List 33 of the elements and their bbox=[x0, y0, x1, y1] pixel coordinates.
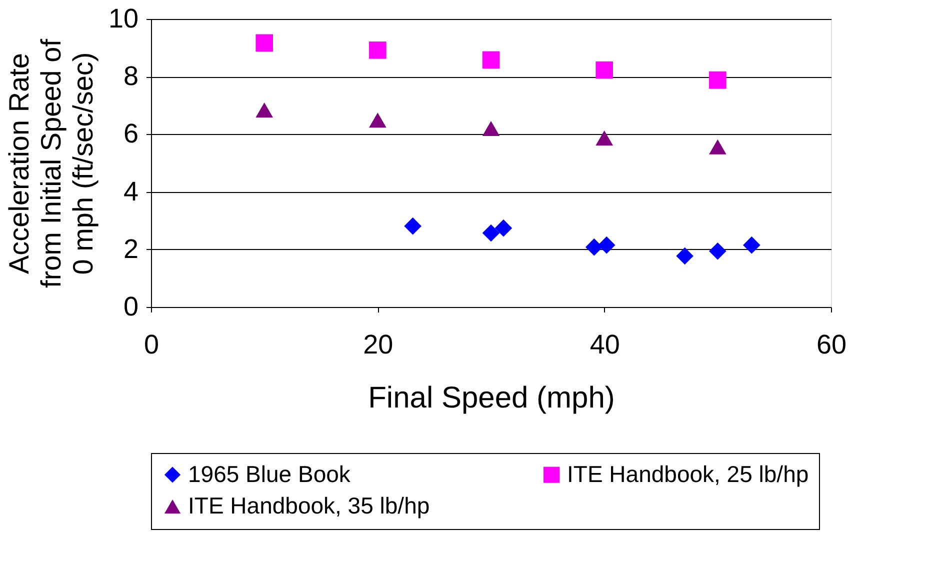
y-tick-label: 8 bbox=[123, 61, 138, 92]
point bbox=[585, 238, 603, 256]
point bbox=[596, 130, 613, 146]
x-tick-label: 40 bbox=[590, 330, 620, 360]
point bbox=[369, 112, 386, 128]
legend-label: ITE Handbook, 25 lb/hp bbox=[567, 460, 809, 487]
y-tick-label: 10 bbox=[108, 4, 138, 34]
legend-label: ITE Handbook, 35 lb/hp bbox=[188, 492, 430, 518]
y-axis-title: Acceleration Rate from Initial Speed of 0 mph (ft/sec/sec) bbox=[3, 38, 98, 288]
point bbox=[256, 102, 273, 118]
y-tick-label: 0 bbox=[123, 292, 138, 322]
point bbox=[256, 34, 273, 52]
y-tick-label: 2 bbox=[123, 234, 138, 264]
point bbox=[598, 236, 616, 254]
point bbox=[709, 139, 726, 154]
y-tick-label: 4 bbox=[123, 176, 138, 206]
point bbox=[494, 219, 512, 237]
x-tick-label: 60 bbox=[816, 330, 847, 360]
legend-label: 1965 Blue Book bbox=[188, 460, 351, 487]
point bbox=[482, 120, 500, 136]
point bbox=[596, 61, 613, 79]
y-tick-label: 6 bbox=[123, 118, 138, 149]
point bbox=[709, 242, 726, 260]
point bbox=[482, 224, 500, 242]
x-axis-title: Final Speed (mph) bbox=[368, 382, 615, 414]
point bbox=[676, 247, 694, 265]
point bbox=[709, 71, 726, 89]
point bbox=[404, 217, 422, 235]
x-tick-label: 0 bbox=[144, 330, 160, 360]
point bbox=[369, 41, 386, 59]
point bbox=[482, 51, 500, 69]
point bbox=[743, 236, 760, 254]
x-tick-label: 20 bbox=[363, 330, 394, 360]
